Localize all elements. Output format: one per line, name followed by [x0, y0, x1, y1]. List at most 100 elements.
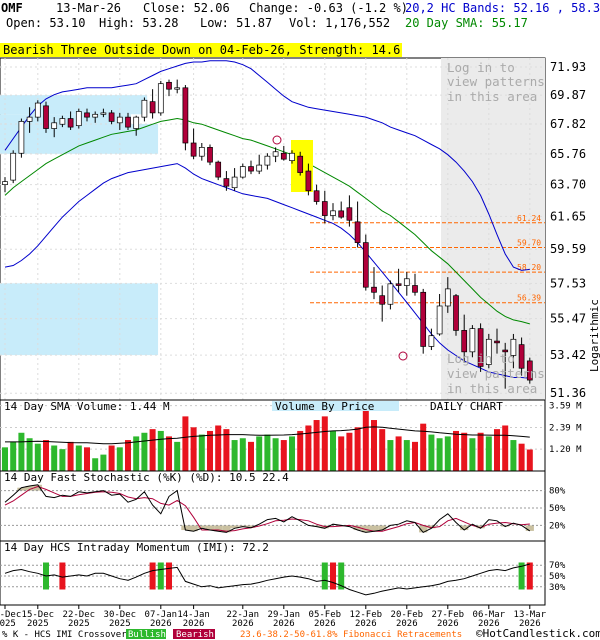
date-label: 13-Mar-26 [56, 1, 121, 15]
volume-bar [190, 427, 197, 471]
candle-body [272, 151, 279, 157]
volume-bar [215, 425, 222, 471]
volume-bar [100, 454, 107, 471]
imi-grid [0, 564, 545, 588]
candle-body [387, 283, 394, 305]
stochastic-panel: 14 Day Fast Stochastic (%K) (%D): 10.5 2… [0, 470, 566, 542]
header: OMF 13-Mar-26 Close: 52.06 Change: -0.63… [1, 1, 600, 30]
login-line-3b: in this area [447, 381, 537, 396]
date-tick-year: 2026 [273, 619, 295, 629]
candle-body [125, 116, 131, 128]
volume-bar [346, 432, 353, 471]
imi-panel: 14 Day HCS Intraday Momentum (IMI): 72.2… [0, 540, 566, 606]
stochastic-oversold-fill [246, 525, 256, 528]
volume-bar [436, 438, 443, 471]
volume-bar [494, 429, 500, 471]
volume-bar [477, 432, 484, 471]
candle-body [469, 328, 476, 353]
price-tick-label: 67.82 [550, 117, 586, 131]
candle-body [84, 112, 90, 118]
volume-bar [387, 440, 394, 471]
price-tick-label: 65.76 [550, 147, 586, 161]
candle-body [354, 221, 361, 243]
candle-body [494, 340, 500, 344]
stochastic-overbought-fill [17, 487, 26, 491]
date-axis: 09-Dec202515-Dec202522-Dec202530-Dec2025… [0, 605, 547, 629]
candle-body [436, 305, 443, 335]
candle-body [108, 112, 115, 122]
date-tick-label: 05-Feb [309, 610, 342, 620]
candle-body [403, 278, 410, 286]
candle-body [223, 178, 230, 187]
candle-body [248, 166, 254, 172]
candle-body [412, 285, 418, 293]
legend-prefix: % K - HCS IMI Crossover, [2, 630, 132, 640]
candle-body [321, 201, 328, 216]
marker-circle-bottom [398, 351, 408, 361]
stochastic-d-line [4, 485, 530, 532]
bands-label: 20,2 HC Bands: 52.16 , 58.36 [405, 1, 600, 15]
volume-tick-label: 1.20 M [549, 445, 582, 455]
stochastic-oversold-fill [312, 525, 321, 527]
date-tick-year: 2026 [519, 619, 541, 629]
candle-body [26, 116, 33, 122]
candle-body [330, 210, 336, 216]
imi-crossover-bar [518, 562, 525, 590]
candle-body [518, 344, 525, 369]
price-tick-label: 59.59 [550, 242, 586, 256]
change-label: Change: -0.63 (-1.2 %) [249, 1, 408, 15]
candle-body [10, 152, 17, 181]
volume-bar [526, 449, 533, 471]
login-text-top: Log in to view patterns in this area [447, 60, 545, 104]
imi-tick-label: 70% [549, 561, 566, 571]
sma20-line [4, 117, 530, 325]
candle-body [43, 105, 49, 129]
high-label: High: 53.28 [99, 16, 178, 30]
candle-body [502, 349, 509, 353]
price-tick-label: 57.53 [550, 276, 586, 290]
volume-bar [469, 438, 476, 471]
date-tick-label: 12-Feb [350, 610, 383, 620]
date-tick-year: 2025 [0, 619, 16, 629]
candle-body [256, 164, 263, 172]
stochastic-oversold-fill [345, 525, 354, 527]
imi-tick-label: 50% [549, 572, 566, 582]
price-tick-label: 69.87 [550, 88, 586, 102]
candle-body [198, 147, 205, 157]
volume-tick-label: 3.59 M [549, 402, 582, 412]
stochastic-oversold-fill [230, 525, 239, 529]
candle-body [215, 161, 222, 178]
date-tick-label: 22-Jan [227, 610, 260, 620]
copyright: ©HotCandlestick.com [476, 627, 600, 640]
stochastic-overbought-fill [25, 485, 34, 491]
candle-body [100, 112, 107, 115]
login-text-bottom: Log in to view patterns in this area [447, 351, 545, 396]
candle-body [338, 210, 345, 218]
candle-body [305, 170, 312, 192]
volume-bar [510, 440, 517, 471]
close-label: Close: 52.06 [143, 1, 230, 15]
price-tick-label: 55.47 [550, 312, 586, 326]
imi-tick-label: 30% [549, 583, 566, 593]
candle-body [461, 330, 468, 353]
candle-body [264, 155, 271, 166]
volume-bar [453, 430, 459, 471]
volume-bar [141, 432, 148, 471]
stochastic-panel-frame [0, 470, 546, 542]
volume-bar [502, 425, 509, 471]
candle-body [477, 328, 484, 367]
volume-bar [84, 447, 90, 471]
candle-body [297, 155, 304, 173]
sma-label: 20 Day SMA: 55.17 [405, 16, 528, 30]
candle-body [75, 111, 82, 127]
volume-bar [412, 441, 418, 471]
volume-bar [289, 436, 295, 471]
pattern-banner-bg [0, 43, 402, 57]
volume-bar [59, 449, 66, 471]
login-line-1b: Log in to [447, 351, 515, 366]
fibonacci-lines: 61.24 59.70 58.20 56.39 [310, 214, 545, 304]
date-tick-year: 2026 [437, 619, 459, 629]
stochastic-tick-label: 50% [549, 504, 566, 514]
volume-bar [198, 434, 205, 471]
